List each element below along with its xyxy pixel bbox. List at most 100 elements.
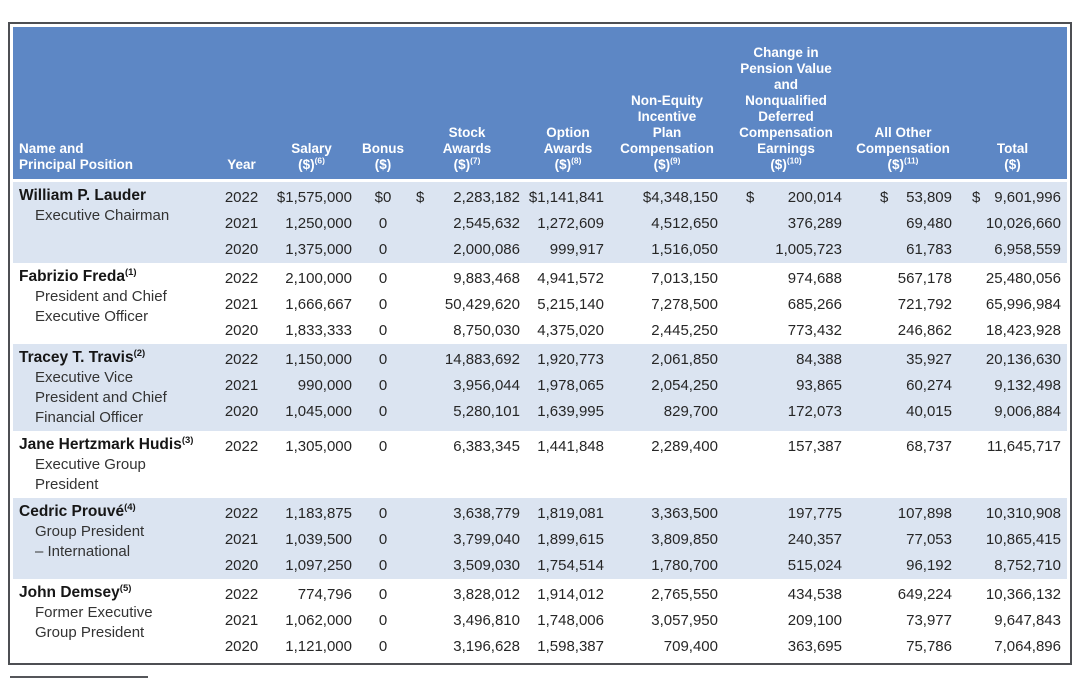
officer-name-cell: Cedric Prouvé(4) Group President – Interna… [13, 500, 218, 578]
cell-all_other: 721,792 [897, 295, 952, 313]
cell-bonus: 0 [378, 402, 388, 420]
cell-salary: 774,796 [297, 585, 352, 603]
cell-year: 2021 [224, 530, 259, 548]
officer-position: Former Executive [35, 604, 153, 621]
cell-bonus: 0 [378, 376, 388, 394]
cell-stock: 3,638,779 [453, 504, 520, 522]
cell-year: 2020 [224, 240, 259, 258]
cell-total: 65,996,984 [985, 295, 1061, 313]
cell-pension: 197,775 [787, 504, 842, 522]
cell-stock: 2,000,086 [453, 240, 520, 258]
officer-name-cell: Tracey T. Travis(2) Executive Vice Preside… [13, 346, 218, 430]
cell-salary: 1,305,000 [285, 437, 352, 455]
cell-pension: 376,289 [787, 214, 842, 232]
officer-name-cell: Fabrizio Freda(1) President and Chief Exec… [13, 265, 218, 343]
officer-position: Executive Vice [35, 369, 134, 386]
cell-salary: 1,097,250 [285, 556, 352, 574]
cell-all_other: 69,480 [906, 214, 952, 232]
cell-option: $1,141,841 [528, 188, 604, 206]
cell-bonus: 0 [378, 321, 388, 339]
officer-position: Executive Group [35, 456, 146, 473]
cell-pension: 84,388 [796, 350, 842, 368]
cell-non_equity: 3,057,950 [651, 611, 718, 629]
officer-position: President [35, 476, 99, 493]
cell-stock: 14,883,692 [444, 350, 520, 368]
table-row: 2022 1,183,875 0 3,638,779 1,819,081 3,363,50… [218, 500, 1067, 526]
cell-all_other: 77,053 [906, 530, 952, 548]
table-row: 2022 1,150,000 0 14,883,692 1,920,773 2,061,8… [218, 346, 1067, 372]
cell-all_other: 107,898 [897, 504, 952, 522]
officer-name: Cedric Prouvé(4) [19, 501, 136, 520]
cell-year: 2022 [224, 188, 259, 206]
officer-group: John Demsey(5) Former Executive Group Pres… [13, 579, 1067, 660]
table-header-row: Name and Principal Position Year Salary ($)… [13, 27, 1067, 179]
cell-non_equity: 2,054,250 [651, 376, 718, 394]
header-cell-non_equity: Non-Equity Incentive Plan Compensation ($)(9… [620, 93, 714, 172]
cell-stock: 3,509,030 [453, 556, 520, 574]
cell-year: 2021 [224, 611, 259, 629]
officer-group: Cedric Prouvé(4) Group President – Interna… [13, 498, 1067, 579]
cell-salary: 1,062,000 [285, 611, 352, 629]
cell-bonus: 0 [378, 350, 388, 368]
cell-stock: 9,883,468 [453, 269, 520, 287]
officer-name: Jane Hertzmark Hudis(3) [19, 434, 194, 453]
cell-total: 6,958,559 [994, 240, 1061, 258]
cell-bonus: $0 [374, 188, 392, 206]
cell-pension: 363,695 [787, 637, 842, 655]
header-cell-salary: Salary ($)(6) [291, 141, 332, 172]
cell-salary: $1,575,000 [276, 188, 352, 206]
officer-name-cell: Jane Hertzmark Hudis(3) Executive Group Pr… [13, 433, 218, 497]
cell-total: 7,064,896 [994, 637, 1061, 655]
cell-year: 2022 [224, 437, 259, 455]
officer-position: President and Chief [35, 389, 167, 406]
cell-option: 1,441,848 [537, 437, 604, 455]
cell-all_other: 96,192 [906, 556, 952, 574]
cell-stock: 3,828,012 [453, 585, 520, 603]
cell-all_other: 75,786 [906, 637, 952, 655]
officer-name-cell: William P. Lauder Executive Chairman [13, 184, 218, 262]
cell-year: 2021 [224, 214, 259, 232]
cell-pension: 93,865 [796, 376, 842, 394]
cell-stock: $2,283,182 [416, 188, 520, 206]
cell-salary: 1,045,000 [285, 402, 352, 420]
cell-non_equity: 829,700 [663, 402, 718, 420]
cell-year: 2021 [224, 295, 259, 313]
header-cell-bonus: Bonus ($) [362, 141, 404, 172]
cell-all_other: 60,274 [906, 376, 952, 394]
cell-salary: 1,250,000 [285, 214, 352, 232]
cell-year: 2022 [224, 585, 259, 603]
cell-non_equity: 709,400 [663, 637, 718, 655]
cell-bonus: 0 [378, 437, 388, 455]
officer-position: Group President [35, 624, 145, 641]
table-row: 2020 1,097,250 0 3,509,030 1,754,514 1,780,70… [218, 552, 1067, 578]
table-row: 2022 2,100,000 0 9,883,468 4,941,572 7,013,15… [218, 265, 1067, 291]
header-cell-stock: Stock Awards ($)(7) [442, 125, 492, 172]
cell-bonus: 0 [378, 585, 388, 603]
header-cell-option: Option Awards ($)(8) [543, 125, 593, 172]
cell-bonus: 0 [378, 240, 388, 258]
table-row: 2021 990,000 0 3,956,044 1,978,065 2,054,250 9… [218, 372, 1067, 398]
cell-stock: 3,956,044 [453, 376, 520, 394]
officer-name: John Demsey(5) [19, 582, 132, 601]
cell-total: 18,423,928 [985, 321, 1061, 339]
cell-all_other: 35,927 [906, 350, 952, 368]
cell-stock: 3,196,628 [453, 637, 520, 655]
cell-total: 11,645,717 [987, 437, 1061, 455]
header-cell-name: Name and Principal Position [19, 141, 134, 172]
cell-bonus: 0 [378, 556, 388, 574]
table-row: 2021 1,062,000 0 3,496,810 1,748,006 3,057,95… [218, 607, 1067, 633]
officer-position: President and Chief [35, 288, 167, 305]
cell-total: 9,132,498 [994, 376, 1061, 394]
cell-non_equity: 2,765,550 [651, 585, 718, 603]
cell-salary: 1,833,333 [285, 321, 352, 339]
cell-salary: 1,375,000 [285, 240, 352, 258]
table-row: 2021 1,666,667 0 50,429,620 5,215,140 7,278,5… [218, 291, 1067, 317]
header-cell-year: Year [227, 157, 256, 172]
officer-name: William P. Lauder [19, 187, 147, 204]
cell-non_equity: 1,780,700 [651, 556, 718, 574]
cell-total: 10,310,908 [985, 504, 1061, 522]
table-row: 2020 1,833,333 0 8,750,030 4,375,020 2,445,25… [218, 317, 1067, 343]
cell-year: 2021 [224, 376, 259, 394]
cell-total: 9,647,843 [994, 611, 1061, 629]
